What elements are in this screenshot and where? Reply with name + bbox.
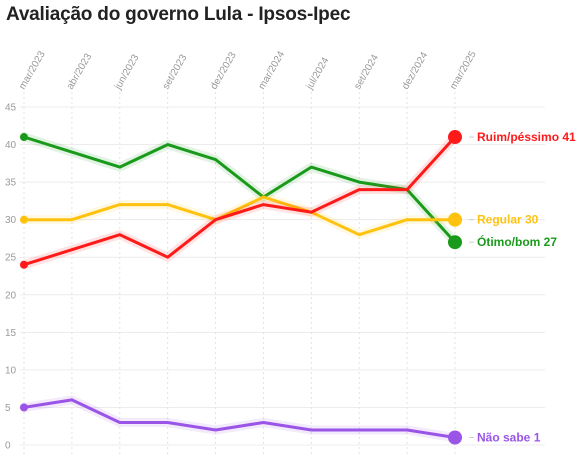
y-axis-ticks: 0 5 10 15 20 25 30 35 40 45 [5, 103, 17, 452]
series-start-point [20, 403, 28, 412]
series-end-label: Ruim/péssimo 41 [477, 130, 576, 144]
x-axis-ticks: mar/2023 abr/2023 jun/2023 set/2023 dez/2023… [17, 49, 479, 92]
series-line [22, 135, 457, 244]
series-layer [19, 130, 462, 445]
series-end-label: Não sabe 1 [477, 430, 541, 444]
x-tick-label: set/2023 [161, 52, 190, 91]
series-end-point [448, 235, 462, 250]
y-tick-label: 45 [5, 103, 17, 114]
x-tick-label: jun/2023 [112, 52, 141, 92]
x-tick-label: jul/2024 [304, 55, 332, 92]
chart-title: Avaliação do governo Lula - Ipsos-Ipec [6, 4, 351, 25]
x-tick-label: mar/2024 [257, 49, 288, 91]
series-start-point [20, 215, 28, 224]
series-line [22, 195, 457, 237]
series-line [22, 398, 457, 439]
y-tick-label: 0 [5, 441, 11, 452]
y-tick-label: 25 [5, 253, 17, 264]
series-start-point [20, 260, 28, 269]
x-tick-label: dez/2024 [400, 50, 430, 92]
y-tick-label: 5 [5, 403, 11, 414]
series-line [22, 135, 457, 267]
series-halo [19, 395, 460, 442]
grid-layer [20, 92, 545, 455]
series-end-point [448, 130, 462, 145]
y-tick-label: 40 [5, 140, 17, 151]
y-tick-label: 20 [5, 290, 17, 301]
series-start-point [20, 133, 28, 142]
series-end-label: Regular 30 [477, 213, 539, 227]
end-labels: Ótimo/bom 27 Regular 30 Ruim/péssimo 41 Não… [469, 130, 576, 444]
y-tick-label: 30 [5, 215, 17, 226]
x-tick-label: abr/2023 [65, 51, 94, 91]
y-tick-label: 35 [5, 178, 17, 189]
y-tick-label: 15 [5, 328, 17, 339]
series-end-label: Ótimo/bom 27 [477, 234, 557, 249]
x-tick-label: set/2024 [352, 52, 381, 91]
y-tick-label: 10 [5, 365, 17, 376]
x-tick-label: dez/2023 [209, 50, 239, 92]
series-end-point [448, 212, 462, 227]
x-tick-label: mar/2025 [448, 49, 479, 91]
series-end-point [448, 430, 462, 445]
x-tick-label: mar/2023 [17, 49, 48, 91]
